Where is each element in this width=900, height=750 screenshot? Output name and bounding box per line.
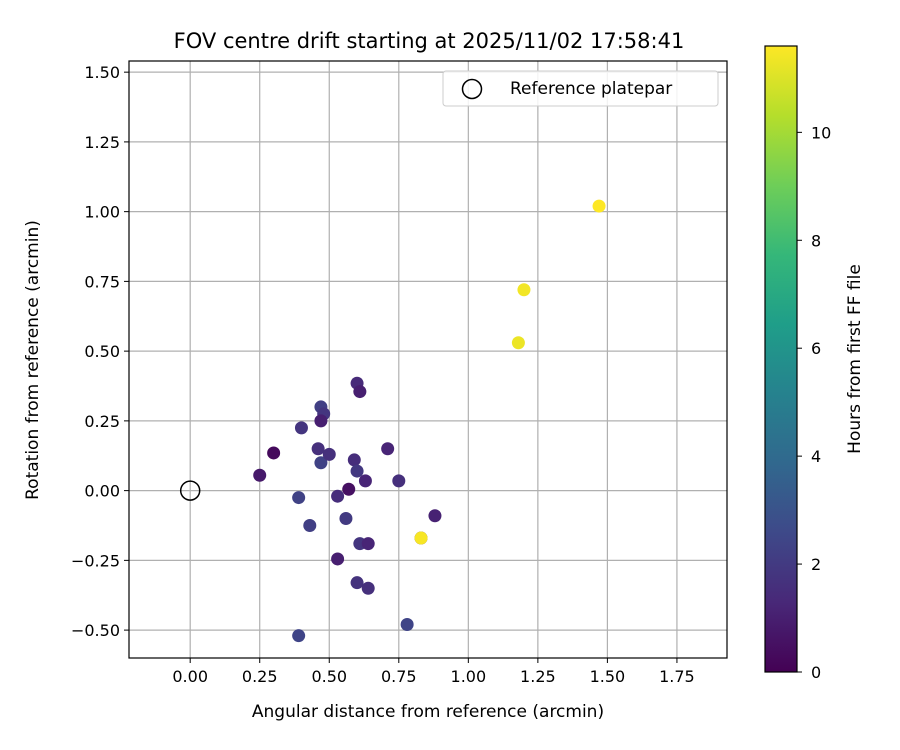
data-point (311, 442, 325, 456)
colorbar: 0 2 4 6 8 10 Hours from first FF file (764, 45, 865, 682)
data-point (331, 489, 345, 503)
data-point (292, 491, 306, 505)
y-tick-label: 1.00 (84, 203, 120, 222)
data-point (353, 385, 367, 399)
legend-box (442, 70, 719, 107)
data-point (517, 283, 531, 297)
data-point (339, 512, 353, 526)
data-point (322, 447, 336, 461)
x-tick-label: 0.75 (381, 667, 417, 686)
x-axis-ticks: 0.00 0.25 0.50 0.75 1.00 1.25 1.50 1.75 (172, 658, 695, 686)
data-point (267, 446, 281, 460)
x-tick-label: 1.50 (590, 667, 626, 686)
y-tick-label: −0.50 (71, 621, 120, 640)
colorbar-tick-label: 0 (811, 663, 821, 682)
data-point (414, 531, 428, 545)
colorbar-gradient (765, 46, 797, 672)
y-tick-label: 1.25 (84, 133, 120, 152)
data-point (253, 468, 267, 482)
data-point (361, 581, 375, 595)
plot-frame (128, 60, 728, 659)
x-tick-label: 1.75 (659, 667, 695, 686)
plot-background (129, 61, 727, 658)
x-tick-label: 0.25 (242, 667, 278, 686)
data-points (253, 199, 606, 643)
data-point (381, 442, 395, 456)
data-point (350, 464, 364, 478)
colorbar-frame (764, 45, 798, 673)
data-point (400, 618, 414, 632)
data-point (314, 456, 328, 470)
y-tick-label: 0.50 (84, 342, 120, 361)
colorbar-tick-label: 10 (811, 123, 831, 142)
plot-area (128, 60, 728, 659)
colorbar-tick-label: 6 (811, 339, 821, 358)
colorbar-ticks: 0 2 4 6 8 10 (797, 123, 831, 682)
data-point (358, 474, 372, 488)
legend: Reference platepar (442, 70, 719, 107)
y-tick-label: 0.25 (84, 412, 120, 431)
data-point (294, 421, 308, 435)
colorbar-tick-label: 4 (811, 447, 821, 466)
data-point (428, 509, 442, 523)
x-tick-label: 1.25 (520, 667, 556, 686)
y-tick-label: 0.75 (84, 272, 120, 291)
reference-point-marker (179, 480, 201, 501)
data-point (392, 474, 406, 488)
data-point (347, 453, 361, 467)
grid-horizontal-lines (129, 71, 727, 631)
x-tick-label: 1.00 (451, 667, 487, 686)
y-tick-label: −0.25 (71, 551, 120, 570)
data-point (303, 518, 317, 532)
y-tick-label: 1.50 (84, 63, 120, 82)
data-point (361, 537, 375, 551)
data-point (592, 199, 606, 213)
data-point (331, 552, 345, 566)
legend-reference-marker (461, 78, 483, 100)
grid-vertical-lines (189, 61, 678, 658)
y-tick-label: 0.00 (84, 482, 120, 501)
colorbar-label: Hours from first FF file (845, 264, 865, 454)
chart-title: FOV centre drift starting at 2025/11/02 … (174, 29, 685, 53)
x-axis-label: Angular distance from reference (arcmin) (252, 702, 604, 722)
data-point (342, 482, 356, 496)
legend-label: Reference platepar (510, 79, 672, 99)
colorbar-tick-label: 2 (811, 555, 821, 574)
data-point (350, 576, 364, 590)
data-point (314, 414, 328, 428)
data-point (511, 336, 525, 350)
colorbar-tick-label: 8 (811, 231, 821, 250)
x-tick-label: 0.00 (172, 667, 208, 686)
x-tick-label: 0.50 (311, 667, 347, 686)
y-axis-label: Rotation from reference (arcmin) (23, 220, 43, 500)
y-axis-ticks: −0.50 −0.25 0.00 0.25 0.50 0.75 1.00 1.25 1.50 (71, 63, 129, 640)
data-point (292, 629, 306, 643)
